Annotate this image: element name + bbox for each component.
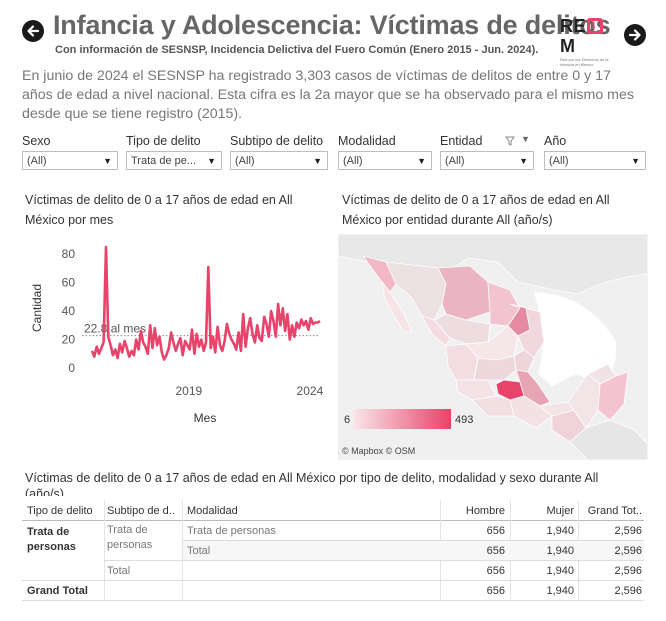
y-tick-label: 0 — [68, 361, 75, 375]
previous-button[interactable] — [22, 20, 44, 42]
x-axis-label: Mes — [194, 411, 217, 425]
reference-line-label: 22.8 al mes — [84, 322, 146, 336]
y-tick-label: 80 — [62, 247, 76, 261]
filter-subtipo-select[interactable]: (All) ▼ — [230, 151, 328, 170]
col-header-mujer[interactable]: Mujer — [546, 505, 574, 517]
series-line — [90, 245, 321, 361]
filter-menu-icon[interactable]: ▼ — [521, 134, 530, 144]
table-cell-modalidad: Total — [187, 545, 211, 557]
filter-subtipo-label: Subtipo de delito — [230, 134, 324, 148]
map-attribution: © Mapbox © OSM — [342, 446, 415, 456]
arrow-left-icon — [27, 25, 40, 37]
usa-region — [338, 234, 648, 295]
arrow-right-icon — [628, 29, 641, 41]
y-tick-label: 40 — [62, 304, 76, 318]
page-subtitle: Con información de SESNSP, Incidencia De… — [55, 44, 539, 56]
table-cell-mujer: 1,940 — [546, 565, 574, 577]
table-cell-total: 2,596 — [614, 565, 642, 577]
table-cell-mujer: 1,940 — [546, 545, 574, 557]
page-title: Infancia y Adolescencia: Víctimas de del… — [53, 10, 611, 40]
table-cell-hombre: 656 — [486, 545, 505, 557]
next-button[interactable] — [624, 24, 646, 46]
filter-anio-label: Año — [544, 134, 567, 148]
col-header-tipo[interactable]: Tipo de delito — [27, 505, 93, 517]
state-veracruz[interactable] — [515, 369, 551, 407]
chevron-down-icon: ▼ — [519, 155, 528, 166]
filter-sexo-select[interactable]: (All) ▼ — [22, 151, 118, 170]
col-header-total[interactable]: Grand Tot.. — [587, 505, 642, 517]
y-tick-label: 60 — [62, 276, 76, 290]
map-legend-max: 493 — [455, 414, 473, 426]
choropleth-map[interactable]: 6 493 © Mapbox © OSM — [338, 234, 648, 460]
chevron-down-icon: ▼ — [631, 155, 640, 166]
filter-sexo-label: Sexo — [22, 134, 51, 148]
map-title: Víctimas de delito de 0 a 17 años de eda… — [342, 193, 610, 227]
filter-tipo-select[interactable]: Trata de pe... ▼ — [126, 151, 222, 170]
state-baja-california[interactable] — [362, 255, 397, 293]
line-chart-title: Víctimas de delito de 0 a 17 años de eda… — [25, 193, 293, 227]
map-legend-gradient — [353, 409, 451, 429]
table-cell-total: 2,596 — [614, 545, 642, 557]
table-cell-hombre: 656 — [486, 585, 505, 597]
table-title: Víctimas de delito de 0 a 17 años de eda… — [25, 471, 599, 496]
table-cell-total: 2,596 — [614, 525, 642, 537]
state-sinaloa[interactable] — [421, 315, 451, 347]
y-axis-label: Cantidad — [30, 284, 44, 332]
chevron-down-icon: ▼ — [103, 155, 112, 166]
filter-modalidad-select[interactable]: (All) ▼ — [338, 151, 432, 170]
col-header-subtipo[interactable]: Subtipo de d.. — [107, 505, 175, 517]
central-america-region — [569, 419, 648, 460]
map-legend-min: 6 — [344, 414, 350, 426]
table-cell-subtipo: Total — [107, 565, 131, 577]
table-cell-modalidad: Trata de personas — [187, 525, 276, 537]
filter-tipo-label: Tipo de delito — [126, 134, 201, 148]
x-tick-label: 2024 — [297, 384, 324, 398]
y-tick-label: 20 — [62, 333, 76, 347]
filter-anio-select[interactable]: (All) ▼ — [544, 151, 646, 170]
funnel-icon[interactable] — [505, 133, 515, 151]
table-cell-tipo: Trata de personas — [27, 526, 76, 553]
col-header-modalidad[interactable]: Modalidad — [187, 505, 238, 517]
table-cell-mujer: 1,940 — [546, 585, 574, 597]
table-cell-total: 2,596 — [614, 585, 642, 597]
table-cell-hombre: 656 — [486, 525, 505, 537]
chevron-down-icon: ▼ — [313, 155, 322, 166]
line-chart[interactable]: 0 20 40 60 80 Cantidad 22.8 al mes 2019 2024 Mes — [0, 230, 330, 430]
col-header-hombre[interactable]: Hombre — [465, 505, 505, 517]
redim-logo: RE I M Red por los Derechos de la Infancia… — [560, 16, 609, 67]
state-baja-california-sur[interactable] — [381, 280, 413, 333]
table-cell-grand-total: Grand Total — [27, 585, 88, 597]
filter-entidad-select[interactable]: (All) ▼ — [440, 151, 534, 170]
table-row-highlight — [183, 541, 644, 560]
table-cell-mujer: 1,940 — [546, 525, 574, 537]
chevron-down-icon: ▼ — [207, 155, 216, 166]
gulf-water — [534, 292, 617, 386]
x-tick-label: 2019 — [175, 384, 202, 398]
filter-modalidad-label: Modalidad — [338, 134, 396, 148]
intro-text: En junio de 2024 el SESNSP ha registrado… — [22, 68, 634, 122]
table-cell-subtipo: Trata de personas — [107, 524, 153, 551]
filter-entidad-label: Entidad — [440, 134, 483, 148]
table-cell-hombre: 656 — [486, 565, 505, 577]
chevron-down-icon: ▼ — [417, 155, 426, 166]
